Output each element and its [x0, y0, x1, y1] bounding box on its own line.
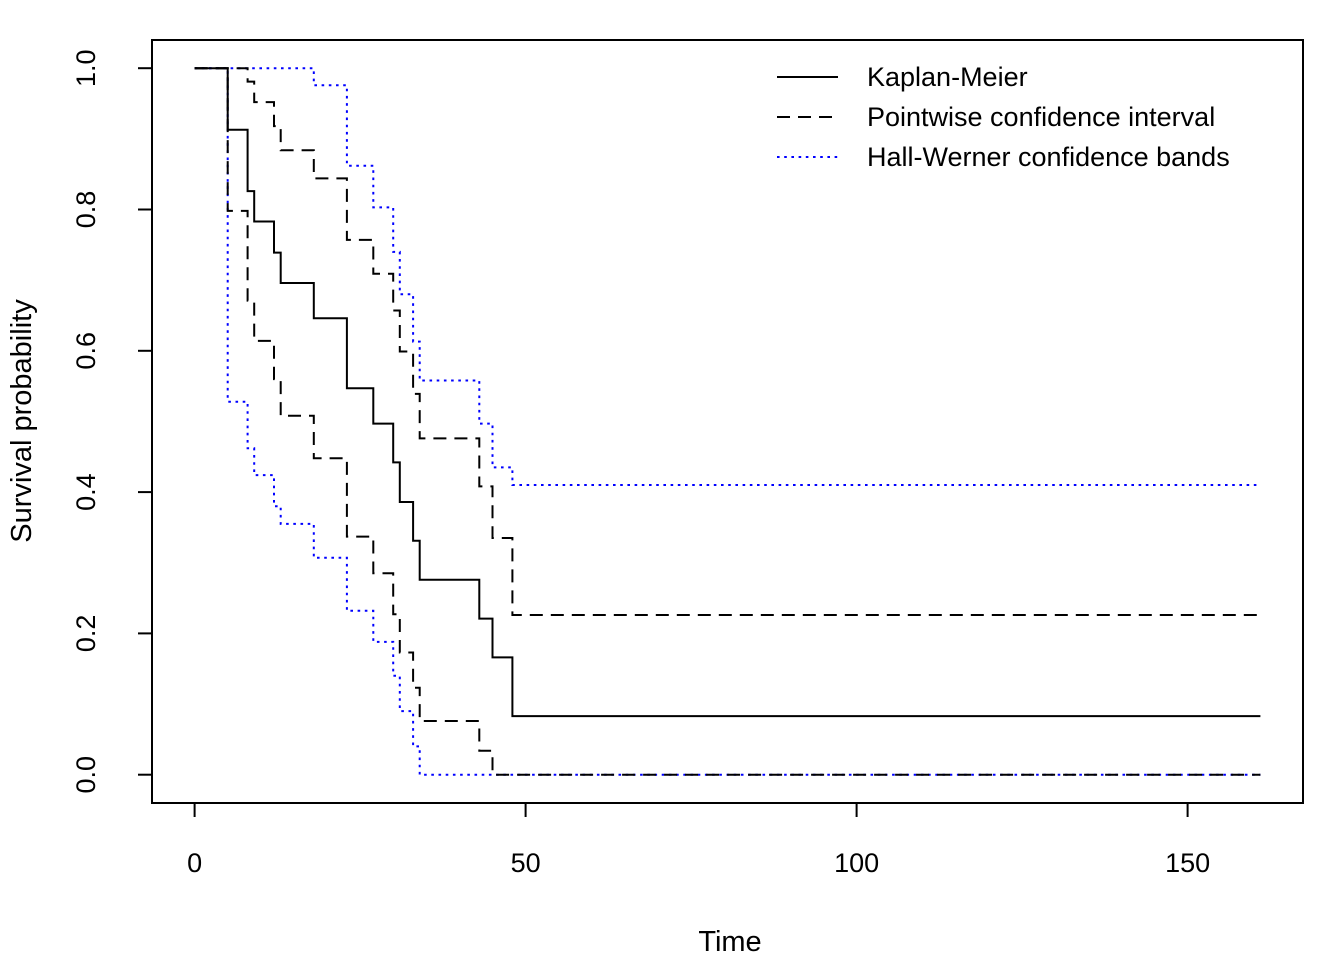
hall-werner-upper-band-curve	[194, 67, 1261, 486]
pointwise-ci-upper-curve	[194, 67, 1261, 616]
y-tick-label-0.4: 0.4	[71, 473, 101, 511]
x-axis: 0 50 100 150	[187, 803, 1210, 878]
y-tick-label-0.2: 0.2	[71, 615, 101, 653]
legend-label-hall-werner: Hall-Werner confidence bands	[867, 142, 1230, 172]
hall-werner-lower-band-curve	[194, 67, 1261, 776]
y-tick-label-0.6: 0.6	[71, 332, 101, 370]
x-tick-label-0: 0	[187, 848, 202, 878]
y-axis: 0.0 0.2 0.4 0.6 0.8 1.0	[71, 49, 152, 793]
legend: Kaplan-Meier Pointwise confidence interv…	[777, 62, 1230, 172]
curves-layer	[194, 67, 1261, 776]
x-tick-label-100: 100	[834, 848, 879, 878]
y-tick-label-0.0: 0.0	[71, 756, 101, 794]
plot-box-border	[151, 39, 1304, 804]
y-tick-label-0.8: 0.8	[71, 191, 101, 229]
y-axis-title: Survival probability	[6, 299, 38, 543]
x-tick-label-50: 50	[511, 848, 541, 878]
pointwise-ci-lower-curve	[194, 67, 1261, 776]
y-tick-label-1.0: 1.0	[71, 49, 101, 87]
x-axis-title: Time	[698, 926, 761, 958]
legend-label-kaplan-meier: Kaplan-Meier	[867, 62, 1028, 92]
x-tick-label-150: 150	[1165, 848, 1210, 878]
legend-label-pointwise-ci: Pointwise confidence interval	[867, 102, 1215, 132]
kaplan-meier-estimate-curve	[194, 67, 1261, 718]
